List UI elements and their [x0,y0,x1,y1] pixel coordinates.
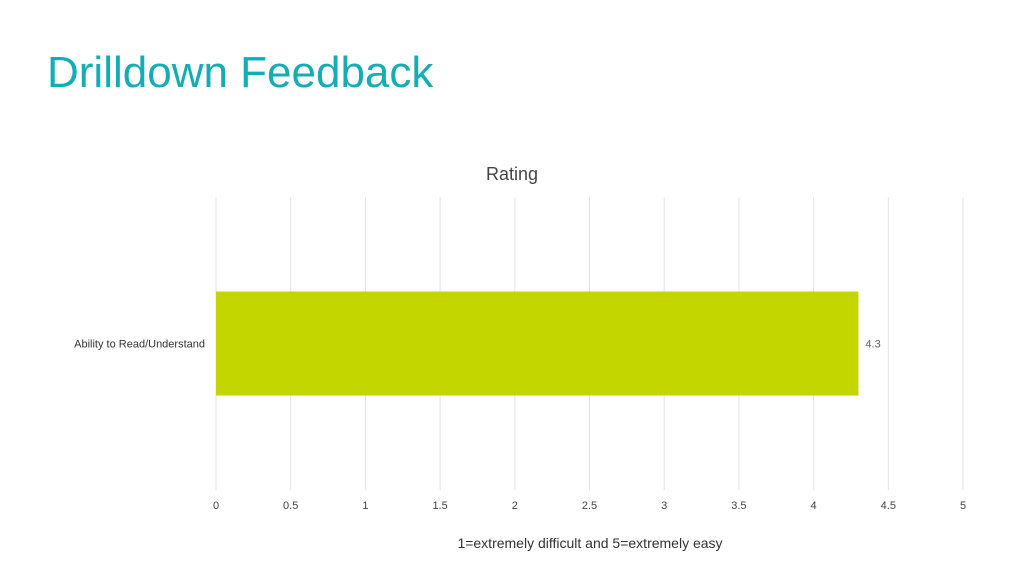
chart-bars: 4.3 [216,291,881,396]
chart-title: Rating [486,164,538,184]
chart-category-labels: Ability to Read/Understand [74,339,205,351]
x-tick-label: 4.5 [881,500,896,512]
bar [216,291,859,396]
bar-value-label: 4.3 [865,339,880,351]
page-title: Drilldown Feedback [47,48,434,97]
x-tick-label: 2 [512,500,518,512]
x-tick-label: 1 [362,500,368,512]
x-tick-label: 3 [661,500,667,512]
category-label: Ability to Read/Understand [74,339,205,351]
x-tick-label: 2.5 [582,500,597,512]
x-tick-label: 3.5 [731,500,746,512]
x-tick-label: 1.5 [432,500,447,512]
x-tick-label: 5 [960,500,966,512]
x-axis-label: 1=extremely difficult and 5=extremely ea… [457,535,722,551]
x-tick-label: 0.5 [283,500,298,512]
x-tick-label: 4 [811,500,817,512]
chart-tick-labels: 0 0.5 1 1.5 2 2.5 3 3.5 4 4.5 5 [213,500,966,512]
x-tick-label: 0 [213,500,219,512]
